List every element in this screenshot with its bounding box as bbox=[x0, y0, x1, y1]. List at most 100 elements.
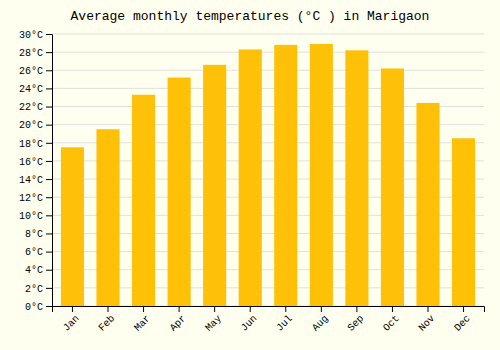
tick: Apr bbox=[168, 306, 189, 334]
tick: 16°C bbox=[19, 157, 52, 168]
tick: Aug bbox=[310, 306, 331, 334]
grid-line bbox=[52, 34, 484, 35]
tick-label: Apr bbox=[168, 313, 189, 334]
tick: 30°C bbox=[19, 30, 52, 41]
tick-mark bbox=[46, 270, 52, 271]
bar bbox=[61, 147, 84, 306]
tick-label: Jun bbox=[239, 313, 260, 334]
tick: 14°C bbox=[19, 175, 52, 186]
tick-label: 22°C bbox=[19, 102, 43, 113]
tick-mark bbox=[46, 88, 52, 89]
tick-label: Mar bbox=[132, 313, 153, 334]
tick: Jun bbox=[239, 306, 260, 334]
tick-mark bbox=[108, 306, 109, 312]
bar bbox=[452, 138, 475, 306]
tick: 28°C bbox=[19, 48, 52, 59]
tick-label: Jul bbox=[274, 313, 295, 334]
tick: May bbox=[203, 306, 224, 334]
tick: Feb bbox=[97, 306, 118, 334]
tick-label: Jan bbox=[61, 313, 82, 334]
bar bbox=[203, 65, 226, 306]
title: Average monthly temperatures (°C ) in Ma… bbox=[71, 9, 430, 24]
tick-mark bbox=[72, 306, 73, 312]
tick-label: May bbox=[203, 313, 224, 334]
tick-label: Dec bbox=[452, 313, 473, 334]
tick-mark bbox=[46, 34, 52, 35]
tick-mark bbox=[46, 215, 52, 216]
tick-mark bbox=[46, 179, 52, 180]
tick: Dec bbox=[452, 306, 473, 334]
tick: Oct bbox=[381, 306, 402, 334]
tick-label: 26°C bbox=[19, 66, 43, 77]
tick: 4°C bbox=[25, 265, 52, 276]
tick: 26°C bbox=[19, 66, 52, 77]
tick-mark bbox=[46, 233, 52, 234]
bar bbox=[96, 129, 119, 306]
chart: Jan Feb Mar Apr May Jun Jul Aug Sep Oct Nov Dec 0°C 2… bbox=[0, 0, 500, 350]
bar bbox=[416, 103, 439, 306]
grid bbox=[52, 34, 484, 306]
tick-mark bbox=[392, 306, 393, 312]
bar bbox=[274, 45, 297, 306]
tick: 18°C bbox=[19, 139, 52, 150]
tick-label: 24°C bbox=[19, 84, 43, 95]
tick-mark bbox=[46, 306, 52, 307]
tick-mark bbox=[46, 143, 52, 144]
tick-mark bbox=[214, 306, 215, 312]
tick: 8°C bbox=[25, 229, 52, 240]
tick-mark bbox=[321, 306, 322, 312]
tick-mark bbox=[285, 306, 286, 312]
tick-label: Feb bbox=[97, 313, 118, 334]
tick: 20°C bbox=[19, 120, 52, 131]
tick-label: 6°C bbox=[25, 247, 43, 258]
tick-mark bbox=[46, 52, 52, 53]
tick-label: 28°C bbox=[19, 48, 43, 59]
grid-line bbox=[52, 52, 484, 53]
y-axis: 0°C 2°C 4°C 6°C 8°C 10°C 12°C 14°C 16°C 18°C 20°C 2… bbox=[19, 30, 53, 313]
tick: 22°C bbox=[19, 102, 52, 113]
bar bbox=[132, 95, 155, 306]
tick: Jan bbox=[61, 306, 82, 334]
tick: Nov bbox=[417, 306, 438, 334]
bar bbox=[168, 78, 191, 306]
tick-label: 18°C bbox=[19, 139, 43, 150]
tick-label: 20°C bbox=[19, 120, 43, 131]
tick-mark bbox=[46, 197, 52, 198]
bar bbox=[345, 50, 368, 306]
tick-label: Oct bbox=[381, 313, 402, 334]
tick: Mar bbox=[132, 306, 153, 334]
tick-mark bbox=[46, 288, 52, 289]
tick-mark bbox=[46, 107, 52, 108]
tick: 2°C bbox=[25, 284, 52, 295]
tick-label: Sep bbox=[346, 313, 367, 334]
bar bbox=[239, 49, 262, 306]
tick-mark bbox=[250, 306, 251, 312]
tick-label: Aug bbox=[310, 313, 331, 334]
tick-mark bbox=[143, 306, 144, 312]
tick-mark bbox=[179, 306, 180, 312]
bar bbox=[310, 44, 333, 306]
tick: 12°C bbox=[19, 193, 52, 204]
tick-label: 10°C bbox=[19, 211, 43, 222]
tick-label: Nov bbox=[417, 313, 438, 334]
tick-mark bbox=[46, 70, 52, 71]
tick-label: 0°C bbox=[25, 302, 43, 313]
tick-mark bbox=[428, 306, 429, 312]
tick-label: 8°C bbox=[25, 229, 43, 240]
tick-label: 16°C bbox=[19, 157, 43, 168]
tick: 6°C bbox=[25, 247, 52, 258]
tick-mark bbox=[46, 252, 52, 253]
tick-mark bbox=[46, 161, 52, 162]
tick-mark bbox=[463, 306, 464, 312]
tick: 24°C bbox=[19, 84, 52, 95]
tick: 10°C bbox=[19, 211, 52, 222]
axis-line bbox=[46, 35, 53, 307]
tick: Jul bbox=[274, 306, 295, 334]
grid-line bbox=[52, 70, 484, 71]
plot: Jan Feb Mar Apr May Jun Jul Aug Sep Oct Nov Dec 0°C 2… bbox=[19, 30, 485, 334]
tick-mark bbox=[46, 125, 52, 126]
tick-label: 12°C bbox=[19, 193, 43, 204]
tick: Sep bbox=[346, 306, 367, 334]
tick-label: 4°C bbox=[25, 265, 43, 276]
tick-label: 14°C bbox=[19, 175, 43, 186]
